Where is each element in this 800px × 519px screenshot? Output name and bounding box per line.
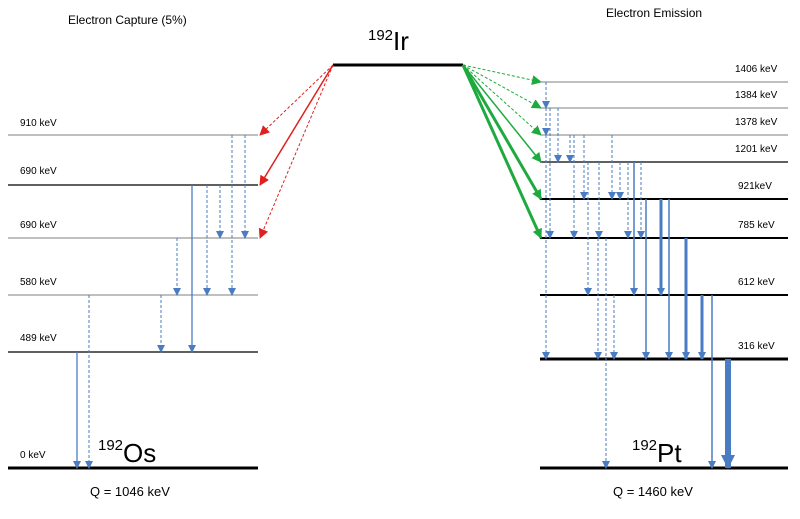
ir-element: Ir bbox=[393, 26, 409, 56]
pt-level-label: 1201 keV bbox=[735, 144, 778, 155]
os-level-label: 489 keV bbox=[20, 333, 57, 344]
pt-level-label: 1378 keV bbox=[735, 117, 778, 128]
ec-arrow-690b bbox=[258, 64, 334, 239]
beta-emission-arrows bbox=[461, 64, 543, 239]
beta-arrow-921 bbox=[461, 64, 543, 200]
pt-mass: 192 bbox=[632, 437, 657, 454]
pt-element: Pt bbox=[657, 438, 682, 468]
os-level-label: 690 keV bbox=[20, 220, 57, 231]
ec-arrow-690a bbox=[259, 64, 334, 186]
os-levels bbox=[8, 134, 258, 470]
pt-q-value: Q = 1460 keV bbox=[613, 484, 693, 499]
beta-arrow-1201 bbox=[462, 64, 542, 163]
os-level-label: 580 keV bbox=[20, 277, 57, 288]
os-mass: 192 bbox=[98, 437, 123, 454]
pt-level-label: 1406 keV bbox=[735, 64, 778, 75]
pt-level-label: 612 keV bbox=[738, 277, 775, 288]
os-level-label: 910 keV bbox=[20, 118, 57, 129]
electron-capture-arrows bbox=[258, 64, 334, 239]
beta-arrow-1378 bbox=[462, 64, 542, 136]
os-gamma-arrows bbox=[73, 135, 249, 469]
os-level-labels: 910 keV 690 keV 690 keV 580 keV 489 keV … bbox=[20, 118, 57, 461]
beta-arrow-785 bbox=[461, 64, 543, 239]
pt-level-label: 316 keV bbox=[738, 341, 775, 352]
pt-gamma-arrows bbox=[542, 82, 735, 469]
os-q-value: Q = 1046 keV bbox=[90, 484, 170, 499]
left-title: Electron Capture (5%) bbox=[68, 13, 187, 27]
ec-arrow-910 bbox=[259, 64, 334, 136]
os-element: Os bbox=[123, 438, 156, 468]
pt-label: 192Pt bbox=[632, 437, 682, 468]
pt-level-label: 785 keV bbox=[738, 220, 775, 231]
ir-mass: 192 bbox=[368, 27, 393, 44]
pt-level-label: 921keV bbox=[738, 181, 772, 192]
os-level-label: 0 keV bbox=[20, 450, 46, 461]
right-title: Electron Emission bbox=[606, 6, 702, 20]
os-level-label: 690 keV bbox=[20, 166, 57, 177]
beta-arrow-1406 bbox=[462, 64, 542, 85]
ir-label: 192Ir bbox=[368, 26, 409, 56]
os-label: 192Os bbox=[98, 437, 156, 468]
pt-levels bbox=[540, 81, 788, 470]
pt-level-labels: 1406 keV 1384 keV 1378 keV 1201 keV 921k… bbox=[735, 64, 778, 352]
pt-level-label: 1384 keV bbox=[735, 90, 778, 101]
